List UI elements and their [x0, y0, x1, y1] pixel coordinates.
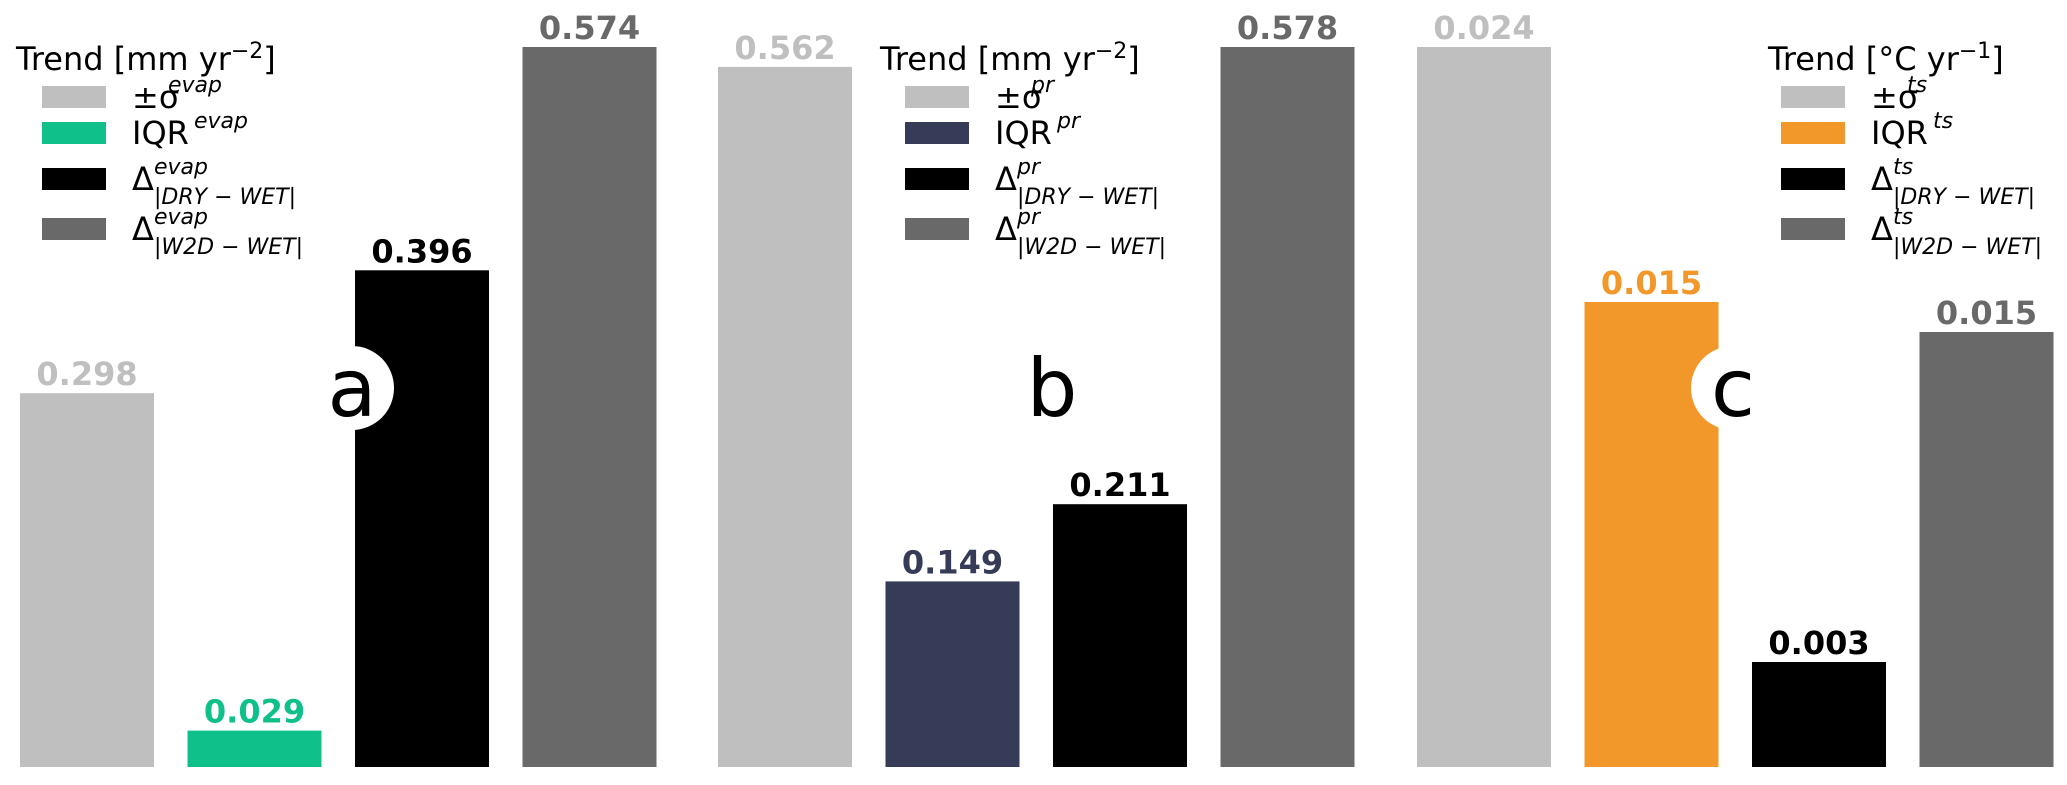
legend-swatch-2 — [42, 122, 106, 144]
bar-c-1 — [1417, 47, 1551, 767]
value-label-a-2: 0.029 — [204, 693, 305, 731]
legend-entry-4: Δpr |W2D − WET| — [995, 205, 1166, 260]
legend-entry-3: Δpr |DRY − WET| — [995, 155, 1159, 210]
bar-b-2 — [885, 581, 1020, 767]
panel-b: 0.562 0.149 0.211 0.578 b Trend [mm yr−2]±σpr… — [718, 9, 1355, 767]
value-label-a-1: 0.298 — [36, 355, 137, 393]
legend-swatch-1 — [1781, 86, 1845, 108]
bar-c-4 — [1919, 332, 2054, 767]
legend-entry-3: Δevap |DRY − WET| — [132, 155, 296, 210]
legend-title: Trend [°C yr−1] — [1767, 39, 2004, 78]
legend-entry-1: ±σts — [1871, 73, 1927, 116]
bar-b-1 — [718, 66, 852, 767]
legend-swatch-1 — [905, 86, 969, 108]
value-label-c-4: 0.015 — [1936, 294, 2037, 332]
legend-swatch-2 — [905, 122, 969, 144]
value-label-c-1: 0.024 — [1433, 9, 1534, 47]
bar-a-3 — [355, 270, 489, 767]
bar-a-2 — [187, 730, 322, 767]
legend-swatch-3 — [1781, 168, 1845, 190]
panel-label-backdrop — [1010, 346, 1094, 430]
legend-swatch-2 — [1781, 122, 1845, 144]
value-label-b-1: 0.562 — [734, 29, 835, 67]
legend-entry-2: IQR evap — [132, 109, 248, 152]
value-label-b-2: 0.149 — [902, 543, 1003, 581]
legend-entry-1: ±σpr — [995, 73, 1056, 116]
legend-title: Trend [mm yr−2] — [879, 39, 1140, 78]
bar-a-1 — [20, 393, 154, 767]
value-label-c-3: 0.003 — [1768, 624, 1869, 662]
value-label-c-2: 0.015 — [1601, 264, 1702, 302]
bar-a-4 — [522, 47, 657, 767]
legend-entry-4: Δevap |W2D − WET| — [132, 205, 303, 260]
value-label-a-3: 0.396 — [371, 232, 472, 270]
bar-b-3 — [1053, 504, 1187, 767]
panel-label-backdrop — [1691, 346, 1775, 430]
panel-label-c: c — [1711, 342, 1755, 435]
panel-label-backdrop — [310, 346, 394, 430]
value-label-b-4: 0.578 — [1237, 9, 1338, 47]
legend-entry-2: IQR pr — [995, 109, 1082, 152]
legend-swatch-4 — [905, 218, 969, 240]
legend-swatch-3 — [42, 168, 106, 190]
legend-swatch-3 — [905, 168, 969, 190]
value-label-b-3: 0.211 — [1069, 466, 1170, 504]
panel-a: 0.298 0.029 0.396 0.574 a Trend [mm yr−2]±σev… — [15, 9, 657, 767]
legend-entry-3: Δts |DRY − WET| — [1871, 155, 2035, 210]
bar-c-3 — [1752, 662, 1886, 767]
legend-swatch-1 — [42, 86, 106, 108]
legend-title: Trend [mm yr−2] — [15, 39, 276, 78]
value-label-a-4: 0.574 — [539, 9, 640, 47]
panel-label-a: a — [327, 342, 376, 435]
legend-swatch-4 — [1781, 218, 1845, 240]
legend-entry-4: Δts |W2D − WET| — [1871, 205, 2042, 260]
bar-b-4 — [1220, 47, 1355, 767]
legend-swatch-4 — [42, 218, 106, 240]
panel-label-b: b — [1027, 342, 1078, 435]
legend-entry-2: IQR ts — [1871, 109, 1953, 152]
legend-entry-1: ±σevap — [132, 73, 222, 116]
